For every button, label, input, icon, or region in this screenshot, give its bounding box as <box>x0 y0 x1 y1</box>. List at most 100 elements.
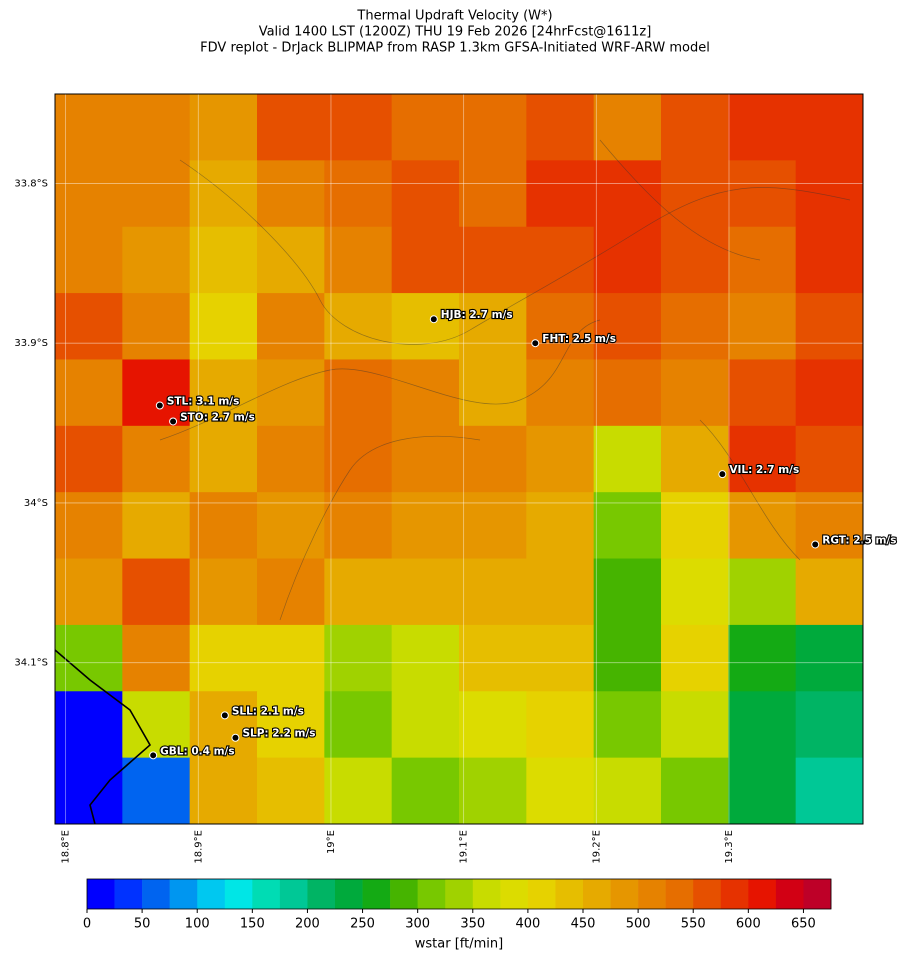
grid-cell <box>795 492 864 560</box>
title-line: Valid 1400 LST (1200Z) THU 19 Feb 2026 [… <box>259 25 652 40</box>
grid-cell <box>795 558 864 626</box>
grid-cell <box>391 226 460 294</box>
grid-cell <box>257 757 325 825</box>
contour <box>159 319 601 441</box>
colorbar-patch <box>335 879 363 909</box>
grid-cell <box>324 558 393 626</box>
colorbar-tick-label: 500 <box>626 917 651 932</box>
contour <box>279 435 481 621</box>
grid-cell <box>795 293 864 360</box>
grid-cell <box>661 492 729 560</box>
x-tick-label: 19°E <box>326 830 337 854</box>
colorbar-patch <box>445 879 474 909</box>
grid-cell <box>593 624 662 692</box>
station-label: SLL: 2.1 m/s <box>232 705 304 717</box>
colorbar-label: wstar [ft/min] <box>415 937 503 952</box>
grid-cell <box>593 359 662 427</box>
grid-cell <box>391 757 460 825</box>
grid-cell <box>189 359 258 427</box>
grid-cell <box>459 160 527 228</box>
grid-cell <box>795 757 864 825</box>
grid-cell <box>526 624 595 692</box>
x-tick-label: 19.2°E <box>591 830 602 864</box>
grid-cell <box>593 293 662 360</box>
grid-cell <box>55 691 123 759</box>
grid-cell <box>728 293 797 360</box>
station-marker <box>149 751 158 760</box>
grid-cell <box>459 293 527 360</box>
grid-cell <box>391 624 460 692</box>
grid-cell <box>526 425 595 493</box>
grid-cell <box>391 492 460 560</box>
grid-cell <box>189 757 258 825</box>
grid-cell <box>324 293 393 360</box>
grid-cell <box>324 160 393 228</box>
colorbar-patch <box>775 879 804 909</box>
station-label: VIL: 2.7 m/s <box>729 464 799 476</box>
colorbar-tick-label: 400 <box>515 917 540 932</box>
grid-cell <box>55 558 123 626</box>
colorbar-patch <box>307 879 336 909</box>
colorbar-patch <box>665 879 694 909</box>
grid-cell <box>593 558 662 626</box>
grid-cell <box>189 624 258 692</box>
colorbar-patch <box>390 879 418 909</box>
grid-cell <box>122 226 191 294</box>
grid-cell <box>189 691 258 759</box>
grid-cell <box>122 691 191 759</box>
station-marker <box>231 733 240 742</box>
grid-cell <box>661 94 729 161</box>
grid-cell <box>593 94 662 161</box>
grid-cell <box>728 425 797 493</box>
grid-cell <box>189 492 258 560</box>
grid-cell <box>459 624 527 692</box>
grid-cell <box>459 359 527 427</box>
grid-cell <box>728 226 797 294</box>
x-tick-label: 18.9°E <box>193 830 204 864</box>
grid-cell <box>459 757 527 825</box>
grid-cell <box>391 293 460 360</box>
grid-cell <box>257 691 325 759</box>
colorbar-patch <box>169 879 198 909</box>
colorbar-patch <box>224 879 253 909</box>
grid-cell <box>795 359 864 427</box>
grid-cell <box>257 492 325 560</box>
grid-cell <box>189 94 258 161</box>
grid-cell <box>526 757 595 825</box>
grid-cell <box>526 226 595 294</box>
grid-cell <box>122 624 191 692</box>
grid-cell <box>795 691 864 759</box>
grid-cell <box>661 226 729 294</box>
grid-cell <box>728 160 797 228</box>
station-marker <box>429 315 438 324</box>
station-marker <box>169 417 178 426</box>
station-label: STL: 3.1 m/s <box>167 395 240 407</box>
colorbar-patch <box>583 879 611 909</box>
grid-cell <box>122 558 191 626</box>
colorbar-patch <box>472 879 501 909</box>
colorbar-frame <box>86 878 832 910</box>
title-line: Thermal Updraft Velocity (W*) <box>356 9 552 24</box>
grid-cell <box>122 359 191 427</box>
station-marker <box>155 401 164 410</box>
grid-cell <box>661 691 729 759</box>
grid-cell <box>55 492 123 560</box>
grid-cell <box>795 160 864 228</box>
station-label: HJB: 2.7 m/s <box>441 309 513 321</box>
grid-cell <box>728 359 797 427</box>
grid-cell <box>324 359 393 427</box>
grid-cell <box>55 94 123 161</box>
grid-cell <box>661 160 729 228</box>
colorbar-tick-label: 450 <box>571 917 596 932</box>
grid-cell <box>661 293 729 360</box>
grid-cell <box>189 558 258 626</box>
colorbar-patch <box>87 879 115 909</box>
station-marker <box>220 711 229 720</box>
grid-cell <box>795 624 864 692</box>
colorbar-patch <box>252 879 281 909</box>
grid-cell <box>593 160 662 228</box>
grid-cell <box>324 425 393 493</box>
y-tick-label: 34°S <box>24 498 48 509</box>
colorbar-tick-label: 550 <box>681 917 706 932</box>
grid-cell <box>324 691 393 759</box>
